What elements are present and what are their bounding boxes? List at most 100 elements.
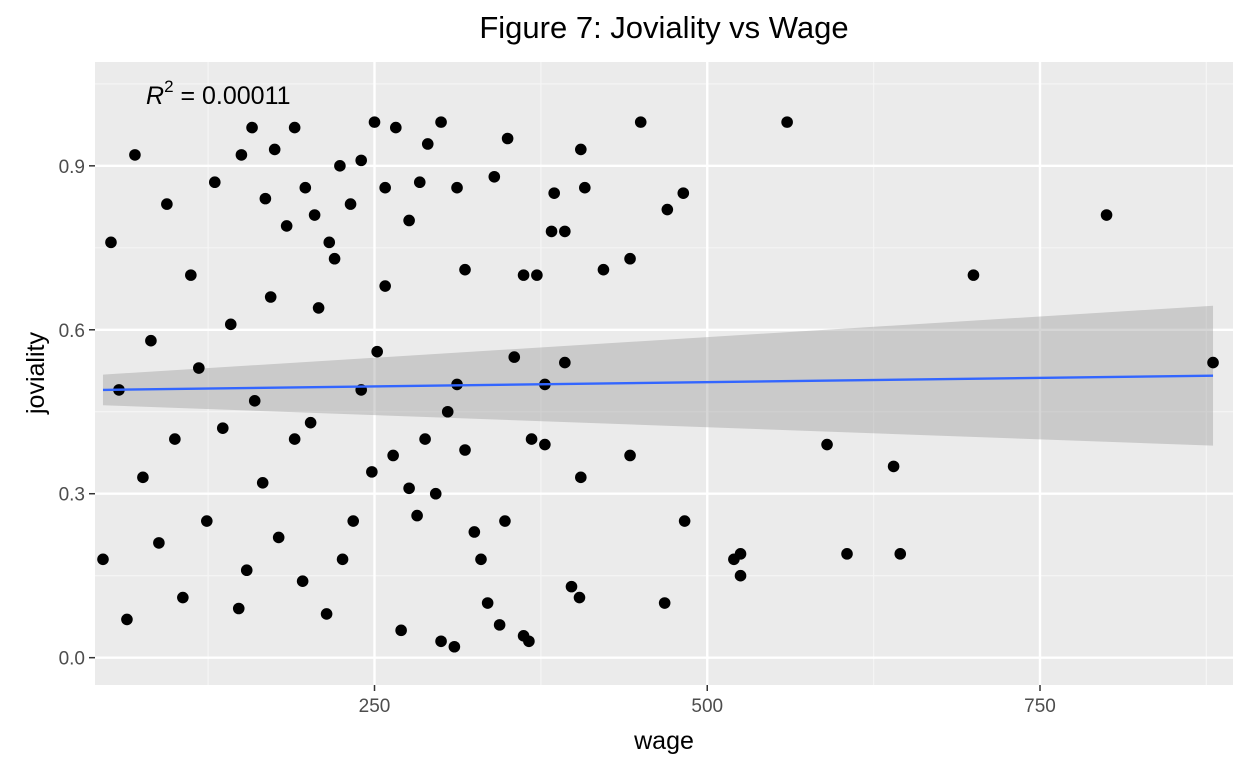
data-point [224,318,237,331]
x-tick-label: 250 [359,696,391,717]
data-point [475,553,487,566]
data-point [661,203,674,216]
data-point [403,482,415,495]
data-point [435,635,447,648]
data-point [468,526,481,538]
data-point [517,269,530,281]
y-axis-title: joviality [22,332,50,415]
data-point [368,116,381,128]
data-point [579,181,591,194]
data-point [105,236,117,249]
data-point [371,345,383,358]
data-point [288,121,301,134]
data-point [336,553,349,566]
x-tick-label: 750 [1024,696,1056,717]
data-point [323,236,336,249]
data-point [240,564,253,577]
data-point [967,269,980,281]
data-point [177,591,189,604]
y-tick-label: 0.9 [59,157,85,178]
data-point [328,252,341,265]
data-point [821,438,833,451]
data-point [288,433,301,445]
data-point [161,198,173,210]
data-point [841,548,853,560]
data-point [1100,209,1113,221]
data-point [403,214,415,227]
data-point [575,143,587,156]
data-point [216,422,229,434]
data-point [734,569,747,582]
data-point [459,263,471,276]
data-point [304,416,317,429]
data-point [256,476,269,489]
data-point [201,515,213,527]
data-point [129,149,141,161]
data-point [525,433,538,445]
data-point [264,291,277,303]
r-squared-superscript: 2 [164,77,173,96]
x-axis: 250 500 750 [359,685,1056,717]
chart-title: Figure 7: Joviality vs Wage [479,10,848,45]
data-point [441,405,454,418]
data-point [97,553,109,566]
data-point [421,138,434,150]
data-point [624,252,636,265]
data-point [658,597,671,609]
data-point [395,624,407,637]
data-point [517,630,530,642]
data-point [121,613,133,626]
data-point [565,580,578,593]
data-point [137,471,149,484]
data-point [678,515,691,527]
trend-line-layer [102,374,1214,392]
data-point [280,220,293,232]
data-point [320,608,333,620]
data-point [548,187,560,199]
data-point [781,116,793,128]
data-point [232,602,245,615]
data-point [355,154,367,167]
data-point [185,269,197,281]
data-point [493,619,506,631]
data-point [501,132,514,145]
y-axis: 0.0 0.3 0.6 0.9 [59,157,95,670]
data-point [448,640,461,653]
major-gridlines [95,62,1233,685]
data-point [248,395,261,407]
data-point [597,263,610,276]
data-point [559,356,571,369]
confidence-band [102,305,1214,446]
x-tick-label: 500 [691,696,723,717]
y-tick-label: 0.6 [59,321,85,342]
data-point [169,433,181,445]
data-point [575,471,587,484]
data-point [451,181,463,194]
data-point [573,591,586,604]
data-point [419,433,431,445]
data-point [887,460,900,473]
data-point [387,449,399,462]
data-point [413,176,426,189]
x-axis-title: wage [633,727,694,755]
data-point [435,116,447,128]
data-point [459,444,471,456]
data-point [508,351,521,363]
data-point [344,198,357,210]
data-point [379,181,391,194]
data-point [299,181,312,194]
data-point [539,438,551,451]
data-point [481,597,494,609]
data-point [379,280,391,292]
r-squared-base: R [146,82,164,110]
data-point [296,575,309,587]
data-point [390,121,402,134]
data-point [499,515,511,527]
data-point [259,192,272,205]
data-point [1207,356,1219,369]
data-point [559,225,571,238]
data-point [366,466,378,478]
data-point [429,487,442,500]
data-point [308,209,321,221]
